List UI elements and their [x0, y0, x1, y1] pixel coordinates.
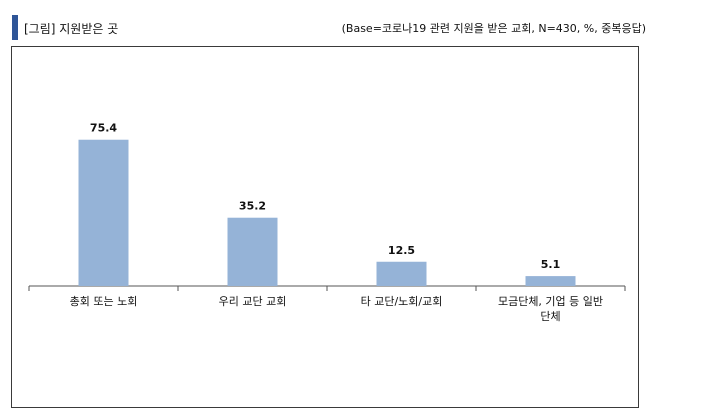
category-label: 단체 — [540, 310, 560, 323]
category-label: 모금단체, 기업 등 일반 — [498, 294, 603, 308]
figure-title: [그림] 지원받은 곳 — [24, 22, 119, 36]
bar — [227, 217, 278, 286]
header-accent-bar — [12, 15, 18, 40]
bar — [376, 261, 427, 286]
bar-value-label: 75.4 — [90, 122, 117, 135]
category-label: 총회 또는 노회 — [70, 295, 138, 308]
bar-value-label: 35.2 — [239, 200, 266, 213]
bars-group: 75.4 총회 또는 노회 35.2 우리 교단 교회 12.5 타 교단/노회/교회 5.… — [70, 122, 603, 323]
bar-value-label: 5.1 — [541, 258, 561, 271]
bar — [78, 139, 129, 286]
base-note: (Base=코로나19 관련 지원을 받은 교회, N=430, %, 중복응답… — [341, 22, 646, 35]
bar-value-label: 12.5 — [388, 244, 415, 257]
chart-frame — [11, 46, 639, 408]
category-label: 우리 교단 교회 — [219, 295, 287, 308]
bar — [525, 276, 576, 286]
category-label: 타 교단/노회/교회 — [361, 295, 443, 308]
